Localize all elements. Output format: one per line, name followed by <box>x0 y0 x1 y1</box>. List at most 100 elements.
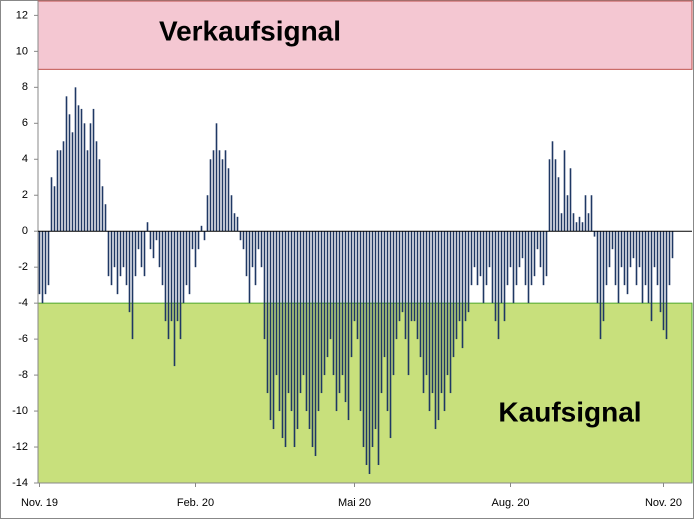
bar <box>470 231 473 286</box>
signal-zone <box>37 0 693 70</box>
bar <box>62 141 65 232</box>
bar <box>287 231 290 394</box>
bar <box>278 231 281 412</box>
y-tick-label: 4 <box>22 153 28 165</box>
bar <box>326 231 329 358</box>
bar <box>485 231 488 286</box>
bar <box>446 231 449 376</box>
bar <box>509 231 512 268</box>
bar <box>515 231 518 286</box>
bar <box>623 231 626 286</box>
bar <box>410 231 413 322</box>
bar <box>431 231 434 394</box>
bar <box>437 231 440 421</box>
bar <box>533 231 536 277</box>
bar <box>215 123 218 232</box>
bar <box>239 231 242 241</box>
x-tick-label: Mai 20 <box>338 497 371 509</box>
bar <box>560 213 563 232</box>
bar <box>335 231 338 412</box>
bar <box>119 231 122 277</box>
y-tick-label: -8 <box>18 369 28 381</box>
bar <box>206 195 209 232</box>
bar <box>311 231 314 448</box>
y-tick-label: 6 <box>22 117 28 129</box>
bar <box>449 231 452 394</box>
bar <box>392 231 395 376</box>
bar <box>344 231 347 403</box>
bar <box>134 231 137 277</box>
bar <box>539 231 542 268</box>
bar <box>671 231 674 259</box>
bar <box>128 231 131 313</box>
y-tick-label: 2 <box>22 189 28 201</box>
bar <box>512 231 515 304</box>
bar <box>413 231 416 322</box>
bar <box>269 231 272 421</box>
bar <box>242 231 245 250</box>
bar <box>233 213 236 232</box>
bar <box>584 195 587 232</box>
bar <box>590 195 593 232</box>
bar <box>83 123 86 232</box>
bar <box>374 231 377 430</box>
bar <box>329 231 332 340</box>
bar <box>665 231 668 340</box>
bar <box>404 231 407 340</box>
bar <box>107 231 110 277</box>
bar <box>380 231 383 394</box>
bar <box>443 231 446 412</box>
bar <box>47 231 50 286</box>
bar <box>224 150 227 232</box>
bar <box>608 231 611 268</box>
bar <box>317 231 320 412</box>
bar <box>641 231 644 304</box>
bar <box>110 231 113 286</box>
bar <box>332 231 335 376</box>
bar <box>569 168 572 232</box>
bar <box>302 231 305 376</box>
bar <box>140 231 143 268</box>
bar <box>530 231 533 286</box>
bar <box>131 231 134 340</box>
bar <box>71 132 74 232</box>
bar <box>191 231 194 250</box>
bar <box>68 114 71 232</box>
bar <box>467 231 470 313</box>
bar <box>266 231 269 394</box>
bar <box>458 231 461 322</box>
bar <box>248 231 251 304</box>
y-tick-label: -12 <box>12 441 28 453</box>
bar <box>632 231 635 259</box>
bar <box>368 231 371 475</box>
bar <box>254 231 257 286</box>
bar <box>593 231 596 237</box>
bar <box>203 231 206 241</box>
bar <box>506 231 509 286</box>
bar <box>188 231 191 295</box>
bar <box>185 231 188 286</box>
bar <box>341 231 344 376</box>
bar <box>386 231 389 412</box>
bar <box>422 231 425 394</box>
bar <box>74 87 77 232</box>
zone-label: Verkaufsignal <box>159 15 341 46</box>
bar <box>407 231 410 376</box>
bar <box>338 231 341 394</box>
bar <box>284 231 287 448</box>
bar <box>272 231 275 430</box>
bar <box>86 150 89 232</box>
bar <box>50 177 53 232</box>
bar <box>104 204 107 232</box>
bar <box>299 231 302 394</box>
bar <box>587 213 590 232</box>
bar <box>653 231 656 268</box>
bar <box>605 231 608 286</box>
bar <box>350 231 353 358</box>
bar <box>566 195 569 232</box>
bar <box>98 159 101 232</box>
bar <box>428 231 431 412</box>
bar <box>620 231 623 268</box>
bar <box>245 231 248 277</box>
bar <box>554 159 557 232</box>
